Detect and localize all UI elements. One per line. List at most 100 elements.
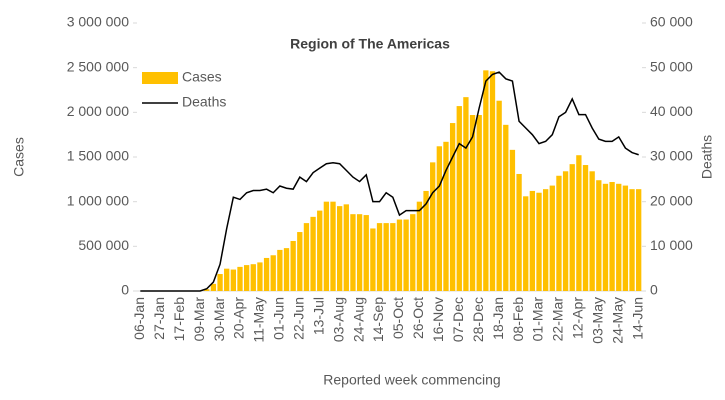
y-tick-label: 1 000 000 — [67, 192, 129, 208]
bar — [596, 180, 602, 291]
bar — [403, 219, 409, 291]
bar — [330, 201, 336, 291]
y2-tick-label: 60 000 — [650, 14, 693, 30]
x-tick-label: 24-Aug — [350, 297, 366, 342]
x-tick-label: 14-Jun — [629, 297, 645, 340]
x-tick-label: 24-May — [609, 297, 625, 344]
x-tick-label: 20-Apr — [231, 297, 247, 339]
bar — [436, 146, 442, 291]
x-tick-label: 03-Aug — [330, 297, 346, 342]
x-tick-label: 09-Mar — [191, 297, 207, 342]
chart-title: Region of The Americas — [290, 36, 450, 52]
bar — [529, 190, 536, 291]
bar — [509, 149, 516, 291]
x-tick-label: 30-Mar — [211, 297, 227, 342]
x-tick-label: 07-Dec — [450, 297, 466, 342]
bar — [356, 214, 363, 291]
y-tick-label: 0 — [121, 282, 129, 298]
legend-label: Cases — [182, 69, 222, 85]
bar — [297, 232, 303, 291]
bar — [589, 171, 595, 291]
y2-tick-label: 30 000 — [650, 148, 693, 164]
x-tick-label: 01-Jun — [271, 297, 287, 340]
bar — [370, 228, 376, 291]
bar — [463, 97, 469, 291]
bar — [503, 124, 509, 291]
x-tick-label: 22-Jun — [290, 297, 306, 340]
x-tick-label: 13-Jul — [310, 297, 326, 335]
bar — [310, 216, 316, 291]
y2-tick-label: 40 000 — [650, 103, 693, 119]
bar — [257, 262, 263, 291]
y-tick-label: 2 500 000 — [67, 58, 129, 74]
x-tick-label: 16-Nov — [430, 297, 446, 342]
bar — [602, 183, 609, 291]
bar — [430, 162, 436, 291]
bar — [376, 223, 383, 291]
y-tick-label: 3 000 000 — [67, 14, 129, 30]
bar — [556, 175, 562, 291]
bar — [396, 219, 403, 291]
bar — [390, 223, 396, 291]
x-tick-label: 12-Apr — [570, 297, 586, 339]
bar — [483, 70, 489, 291]
y2-tick-label: 10 000 — [650, 237, 693, 253]
x-tick-label: 06-Jan — [131, 297, 147, 340]
bar — [629, 189, 635, 291]
bar — [410, 214, 416, 291]
bar — [622, 185, 629, 291]
bar — [542, 189, 549, 291]
bar — [350, 214, 356, 291]
x-tick-label: 26-Oct — [410, 297, 426, 339]
legend-swatch — [142, 72, 178, 84]
bar — [476, 115, 482, 291]
bar — [323, 201, 330, 291]
bar — [283, 248, 290, 291]
bar — [562, 171, 569, 291]
bar — [343, 204, 349, 291]
bar — [217, 274, 223, 291]
bar — [489, 71, 496, 292]
x-tick-label: 05-Oct — [390, 297, 406, 339]
bar — [423, 190, 429, 291]
bar — [243, 265, 250, 291]
bar — [443, 141, 449, 291]
bar — [303, 223, 310, 291]
x-tick-label: 14-Sep — [370, 297, 386, 342]
x-axis-title: Reported week commencing — [323, 372, 500, 388]
line — [140, 71, 639, 292]
x-tick-label: 22-Mar — [550, 297, 566, 342]
y2-tick-label: 20 000 — [650, 192, 693, 208]
bar — [210, 283, 217, 291]
x-tick-label: 03-May — [590, 297, 606, 344]
bar — [516, 173, 522, 291]
bar — [204, 289, 210, 291]
bar — [277, 249, 283, 291]
legend-label: Deaths — [182, 94, 226, 110]
x-tick-label: 27-Jan — [151, 297, 167, 340]
bar — [224, 268, 230, 291]
bar — [317, 210, 323, 291]
bar — [237, 266, 243, 291]
x-tick-label: 28-Dec — [470, 297, 486, 342]
bar — [523, 196, 529, 291]
x-tick-label: 11-May — [251, 297, 267, 343]
bar — [290, 240, 296, 291]
y-tick-label: 2 000 000 — [67, 103, 129, 119]
y2-axis-title: Deaths — [699, 135, 715, 179]
bar — [636, 189, 642, 291]
bar — [250, 264, 256, 291]
y-axis-title: Cases — [11, 137, 27, 177]
bar — [383, 223, 389, 291]
bar — [416, 201, 423, 291]
bar — [609, 182, 615, 291]
x-tick-label: 01-Mar — [530, 297, 546, 342]
y-tick-label: 500 000 — [78, 237, 129, 253]
bar — [263, 257, 270, 291]
bar — [337, 206, 343, 291]
x-tick-label: 17-Feb — [171, 297, 187, 342]
bar — [616, 183, 622, 291]
x-tick-label: 08-Feb — [510, 297, 526, 342]
y-tick-label: 1 500 000 — [67, 148, 129, 164]
